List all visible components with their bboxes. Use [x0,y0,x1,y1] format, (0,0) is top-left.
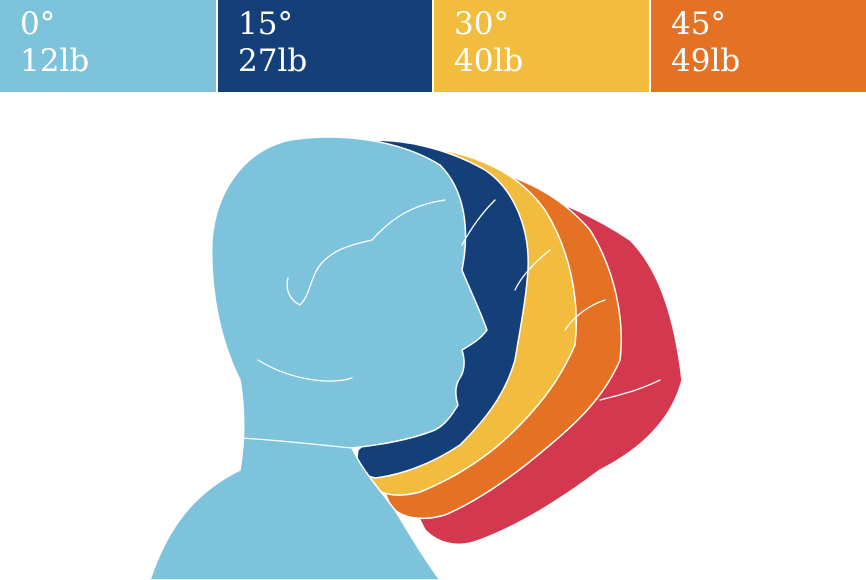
head-45-contour [564,299,606,331]
head-0-hairline [286,199,446,306]
head-30-contour [514,249,551,291]
legend-cell-30-degrees: 30° 40lb [434,0,651,92]
head-0-jawline [257,359,353,382]
head-0-neckline [239,437,353,449]
head-60-contour [599,379,661,401]
legend-cell-15-degrees: 15° 27lb [218,0,434,92]
legend-angle: 30° [454,6,509,42]
legend-angle: 45° [671,6,726,42]
legend-cell-0-degrees: 0° 12lb [0,0,218,92]
angle-weight-legend: 0° 12lb 15° 27lb 30° 40lb 45° 49lb [0,0,866,92]
head-silhouette-0-degrees [149,136,488,580]
legend-weight: 40lb [454,43,524,79]
legend-weight: 27lb [238,43,308,79]
legend-angle: 0° [20,6,56,42]
legend-angle: 15° [238,6,293,42]
head-tilt-illustration [0,92,866,580]
legend-cell-45-degrees: 45° 49lb [651,0,866,92]
legend-weight: 49lb [671,43,741,79]
legend-weight: 12lb [20,43,90,79]
head-15-contour [461,199,496,246]
